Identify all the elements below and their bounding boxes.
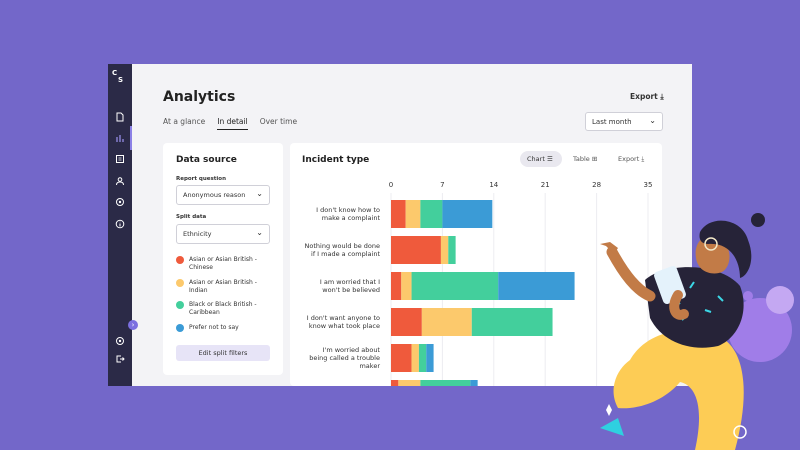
legend-label: Asian or Asian British - Indian <box>189 279 257 294</box>
bar-segment <box>440 236 449 264</box>
download-icon: ⤓ <box>660 92 664 101</box>
chart-view-toggle[interactable]: Chart ☰ <box>520 151 562 167</box>
legend-dot <box>176 301 184 309</box>
bar-segment <box>470 380 478 386</box>
chevron-down-icon: ⌄ <box>256 228 263 237</box>
download-icon: ⤓ <box>641 155 645 163</box>
edit-split-filters-button[interactable]: Edit split filters <box>176 345 270 361</box>
legend-label: Prefer not to say <box>189 324 239 331</box>
tab-over-time[interactable]: Over time <box>259 117 298 126</box>
bar-segment <box>391 380 399 386</box>
split-data-value: Ethnicity <box>183 230 212 238</box>
bar-segment <box>398 380 421 386</box>
x-tick-label: 14 <box>489 181 498 189</box>
legend-label: Black or Black British - Caribbean <box>189 301 257 316</box>
legend-label: Asian or Asian British - Chinese <box>189 256 257 271</box>
bar-segment <box>442 200 493 228</box>
bar-segment <box>421 308 472 336</box>
legend-dot <box>176 256 184 264</box>
table-toggle-label: Table <box>573 155 590 163</box>
bar-segment <box>411 344 419 372</box>
logo-bottom-letter: S <box>118 76 124 84</box>
gear-icon[interactable] <box>115 336 125 346</box>
main-content: Analytics Export ⤓ At a glance In detail… <box>132 64 692 386</box>
report-question-value: Anonymous reason <box>183 191 246 199</box>
legend-item: Prefer not to say <box>176 324 276 332</box>
tab-at-a-glance[interactable]: At a glance <box>163 117 206 126</box>
active-indicator <box>130 126 132 150</box>
report-question-label: Report question <box>176 176 227 182</box>
bar-segment <box>401 272 412 300</box>
bar-segment <box>420 380 471 386</box>
settings-icon[interactable] <box>115 197 125 207</box>
expand-rail-button[interactable]: › <box>128 320 138 330</box>
bar-segment <box>391 236 441 264</box>
x-tick-label: 21 <box>541 181 550 189</box>
app-logo[interactable]: C S <box>112 70 128 86</box>
legend-dot <box>176 324 184 332</box>
legend-item: Asian or Asian British - Indian <box>176 279 276 295</box>
bar-segment <box>420 200 443 228</box>
report-question-select[interactable]: Anonymous reason ⌄ <box>176 185 270 205</box>
period-select[interactable]: Last month ⌄ <box>585 112 663 131</box>
data-source-panel: Data source Report question Anonymous re… <box>163 143 283 375</box>
bar-segment <box>405 200 421 228</box>
bar-segment <box>411 272 499 300</box>
logout-icon[interactable] <box>115 354 125 364</box>
bar-segment <box>498 272 575 300</box>
bar-segment <box>448 236 456 264</box>
export-label: Export <box>630 92 658 101</box>
grid-icon: ⊞ <box>591 155 598 163</box>
export-chart-button[interactable]: Export ⤓ <box>618 155 644 164</box>
view-tabs: At a glance In detail Over time <box>163 117 297 130</box>
app-window: C S › Analytics Export ⤓ At a glance In … <box>108 64 692 386</box>
export-chart-label: Export <box>618 155 640 163</box>
legend-item: Asian or Asian British - Chinese <box>176 256 276 272</box>
report-icon[interactable] <box>115 154 125 164</box>
bar-segment <box>391 344 412 372</box>
data-source-title: Data source <box>176 155 237 165</box>
table-view-toggle[interactable]: Table ⊞ <box>573 155 597 163</box>
chart-icon[interactable] <box>115 133 125 143</box>
chevron-down-icon: ⌄ <box>256 189 263 198</box>
period-value: Last month <box>592 118 632 126</box>
list-icon: ☰ <box>546 155 553 163</box>
x-tick-label: 0 <box>389 181 393 189</box>
person-illustration <box>600 213 794 450</box>
category-label: Nothing would be done if I made a complai… <box>305 242 381 258</box>
category-label: I'm worried about being called a trouble m… <box>309 346 380 370</box>
x-tick-label: 7 <box>440 181 444 189</box>
page-title: Analytics <box>163 89 236 105</box>
legend-item: Black or Black British - Caribbean <box>176 301 276 317</box>
export-button[interactable]: Export ⤓ <box>630 92 664 102</box>
legend-dot <box>176 279 184 287</box>
split-data-select[interactable]: Ethnicity ⌄ <box>176 224 270 244</box>
incident-chart: 0 7 14 21 28 35 I don't know how to make a comp… <box>305 181 653 386</box>
split-data-label: Split data <box>176 214 207 220</box>
document-icon[interactable] <box>115 112 125 122</box>
incident-type-title: Incident type <box>302 155 370 165</box>
x-tick-label: 35 <box>644 181 653 189</box>
category-label: I don't want anyone to know what took pla… <box>307 314 380 330</box>
bar-segment <box>418 344 427 372</box>
bar-segment <box>471 308 553 336</box>
tab-in-detail[interactable]: In detail <box>217 117 248 130</box>
nav-rail: C S › <box>108 64 138 386</box>
bar-segment <box>391 200 406 228</box>
chart-toggle-label: Chart <box>527 155 545 163</box>
bar-segment <box>391 308 422 336</box>
bar-segment <box>391 272 402 300</box>
bar-segment <box>426 344 434 372</box>
incident-type-panel: 0 7 14 21 28 35 I don't know how to make a comp… <box>290 143 662 386</box>
chevron-down-icon: ⌄ <box>649 116 656 125</box>
logo-top-letter: C <box>112 69 118 77</box>
user-icon[interactable] <box>115 176 125 186</box>
info-icon[interactable] <box>115 219 125 229</box>
x-tick-label: 28 <box>592 181 601 189</box>
category-label: I don't know how to make a complaint <box>316 206 380 222</box>
